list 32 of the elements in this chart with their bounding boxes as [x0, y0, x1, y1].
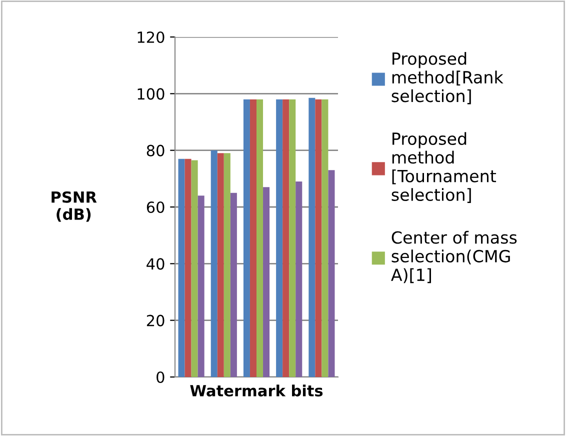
bar	[243, 99, 250, 377]
y-tick-label: 20	[146, 314, 164, 326]
bar	[322, 99, 328, 377]
bar	[230, 192, 237, 377]
bar	[289, 99, 296, 377]
bar	[308, 98, 316, 377]
bar	[224, 153, 230, 377]
bar	[191, 160, 198, 377]
bar	[210, 150, 218, 377]
y-tick-label: 0	[156, 371, 164, 384]
bar	[198, 196, 204, 377]
y-tick-label: 120	[138, 31, 164, 44]
bar	[250, 99, 256, 377]
bar	[282, 99, 290, 377]
bar	[328, 170, 335, 377]
bar	[296, 182, 302, 377]
y-tick-label: 80	[146, 144, 164, 156]
x-axis-title: Watermark bits	[190, 384, 323, 396]
bar	[178, 158, 185, 377]
bar	[315, 99, 322, 377]
legend-label: Proposed method [Tournament selection]	[392, 132, 496, 203]
bar	[217, 153, 224, 377]
bar	[256, 99, 264, 377]
y-axis-title: PSNR (dB)	[52, 191, 97, 222]
legend-label: Proposed method[Rank selection]	[392, 52, 504, 104]
y-tick-label: 100	[138, 88, 164, 100]
bar	[276, 99, 283, 377]
y-tick-label: 40	[146, 258, 164, 270]
y-tick-label: 60	[146, 201, 164, 214]
bar	[263, 187, 270, 377]
legend-label: Center of mass selection(CMG A)[1]	[391, 230, 517, 284]
bar	[184, 158, 192, 377]
